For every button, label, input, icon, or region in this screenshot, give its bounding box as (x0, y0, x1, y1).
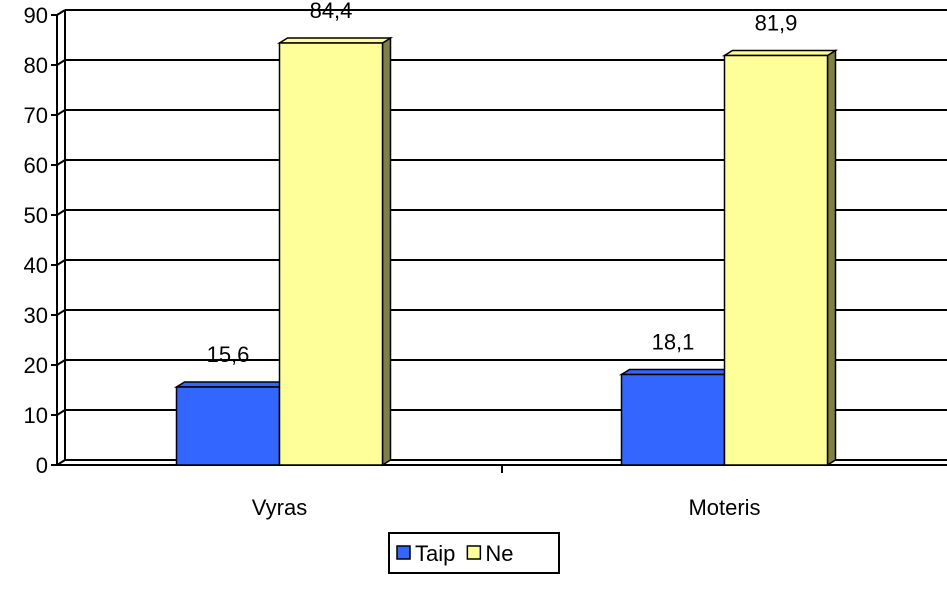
bar (175, 386, 281, 466)
bar-side (826, 49, 837, 467)
gridline-wall (56, 159, 66, 166)
gridline-wall (56, 9, 66, 16)
legend-swatch (466, 545, 482, 560)
gridline-wall (56, 309, 66, 316)
y-tick-label: 90 (24, 3, 48, 28)
gridline-wall (56, 209, 66, 216)
bar (620, 373, 726, 466)
x-category-label: Vyras (252, 495, 307, 520)
gridline-wall (56, 409, 66, 416)
data-label: 81,9 (755, 11, 798, 36)
y-tick-label: 40 (24, 253, 48, 278)
data-label: 18,1 (652, 330, 695, 355)
legend-label: Ne (485, 541, 513, 566)
y-tick-label: 60 (24, 153, 48, 178)
value-labels: 15,6 84,4 18,1 81,9 (207, 0, 798, 367)
y-tick-label: 0 (36, 453, 48, 478)
bars (173, 36, 839, 467)
y-tick-label: 10 (24, 403, 48, 428)
legend: Taip Ne (388, 532, 560, 574)
legend-swatch (396, 545, 411, 560)
data-label: 84,4 (310, 0, 353, 23)
legend-label: Taip (415, 541, 455, 566)
y-tick-label: 80 (24, 53, 48, 78)
gridline-wall (56, 109, 66, 116)
bar-side (381, 36, 392, 467)
bar (278, 42, 384, 466)
data-label: 15,6 (207, 342, 250, 367)
y-tick-label: 70 (24, 103, 48, 128)
gridline-wall (56, 59, 66, 66)
y-tick-label: 50 (24, 203, 48, 228)
y-axis-ticks: 0 10 20 30 40 50 60 70 80 90 (24, 3, 57, 478)
x-category-label: Moteris (688, 495, 760, 520)
y-tick-label: 20 (24, 353, 48, 378)
x-axis-categories: Vyras Moteris (252, 495, 761, 520)
bar (723, 54, 829, 466)
y-tick-label: 30 (24, 303, 48, 328)
gridline-wall (56, 259, 66, 266)
legend-box (388, 532, 560, 574)
gridline-wall (56, 359, 66, 366)
